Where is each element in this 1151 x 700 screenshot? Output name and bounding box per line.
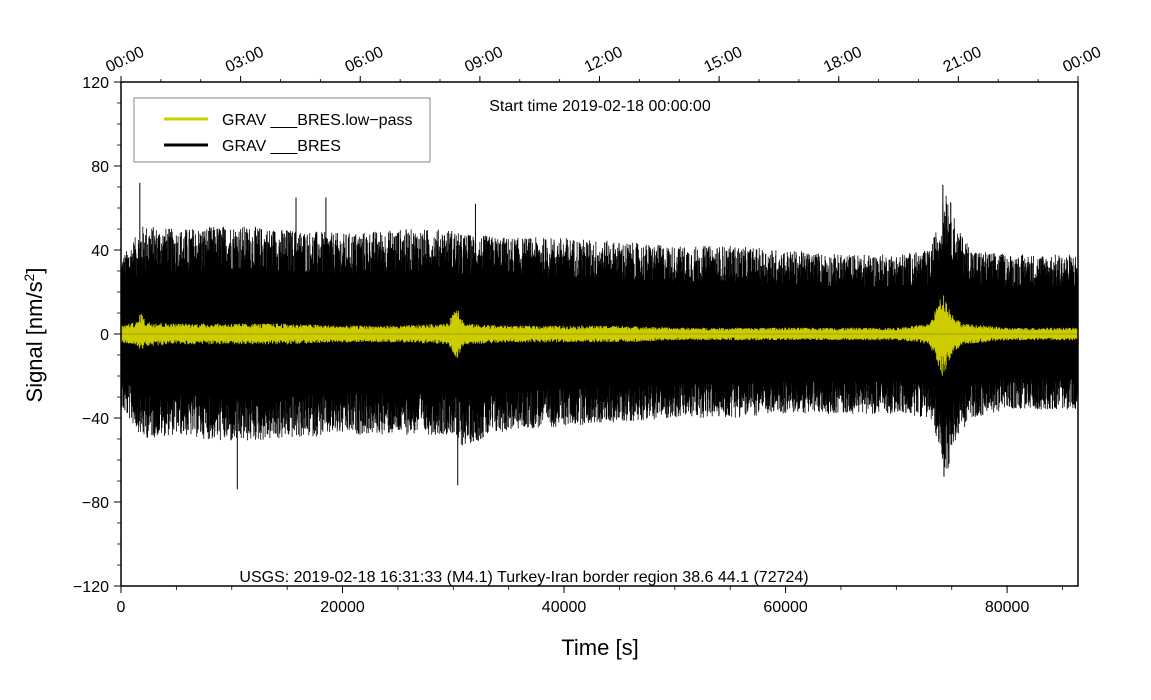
legend-label: GRAV ___BRES.low−pass (222, 112, 412, 129)
legend-box (133, 97, 431, 163)
top-axis-label: 03:00 (223, 44, 267, 76)
y-tick-label: 120 (82, 75, 109, 92)
y-axis-title: Signal [nm/s2] (21, 268, 47, 403)
annotation-usgs-event: USGS: 2019-02-18 16:31:33 (M4.1) Turkey-… (239, 569, 808, 586)
annotation-start-time: Start time 2019-02-18 00:00:00 (489, 98, 711, 115)
y-tick-label: 80 (91, 159, 109, 176)
top-axis-label: 18:00 (821, 44, 865, 76)
y-tick-label: −120 (73, 579, 109, 596)
top-axis-label: 21:00 (941, 44, 985, 76)
top-axis-label: 09:00 (462, 44, 506, 76)
top-axis-label: 12:00 (582, 44, 626, 76)
y-tick-label: 40 (91, 243, 109, 260)
y-tick-label: −40 (82, 411, 109, 428)
x-tick-label: 40000 (542, 599, 587, 616)
data-layer (120, 82, 1079, 586)
y-tick-label: 0 (100, 327, 109, 344)
y-axis-title-main: Signal [nm/s (22, 281, 47, 402)
x-axis-title: Time [s] (561, 635, 638, 660)
top-axis-label: 00:00 (103, 44, 147, 76)
y-axis-title-sup: 2 (21, 273, 37, 281)
legend: GRAV ___BRES.low−pass GRAV ___BRES (133, 97, 431, 163)
top-axis-label: 15:00 (701, 44, 745, 76)
y-axis-title-end: ] (22, 268, 47, 274)
x-tick-label: 80000 (985, 599, 1030, 616)
legend-label: GRAV ___BRES (222, 138, 341, 155)
y-tick-label: −80 (82, 495, 109, 512)
top-axis-label: 06:00 (343, 44, 387, 76)
x-tick-label: 0 (117, 599, 126, 616)
top-axis-label: 00:00 (1060, 44, 1104, 76)
x-tick-label: 20000 (320, 599, 365, 616)
x-tick-label: 60000 (763, 599, 808, 616)
